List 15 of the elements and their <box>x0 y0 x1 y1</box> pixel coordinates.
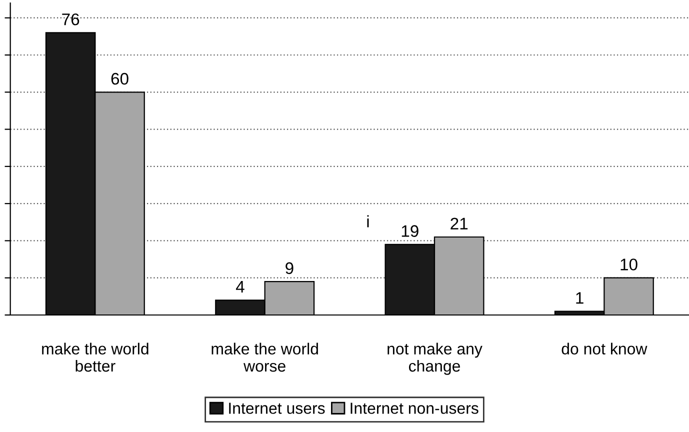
data-label: 10 <box>620 258 638 270</box>
x-tick-label: do not know <box>562 342 648 355</box>
x-tick-label: make the world worse <box>212 342 318 372</box>
legend-label: Internet non-users <box>350 402 478 414</box>
data-label: 9 <box>286 262 294 274</box>
data-label: 60 <box>111 72 128 85</box>
data-label: 76 <box>62 13 80 26</box>
x-tick-label: make the world better <box>42 342 148 372</box>
x-tick-label: not make any change <box>388 342 482 375</box>
legend-label: Internet users <box>229 402 325 414</box>
data-label: 1 <box>576 292 584 304</box>
data-label: 19 <box>402 225 418 237</box>
data-label: 21 <box>450 218 468 230</box>
annotation: i <box>367 215 369 228</box>
data-label: 4 <box>236 281 244 293</box>
